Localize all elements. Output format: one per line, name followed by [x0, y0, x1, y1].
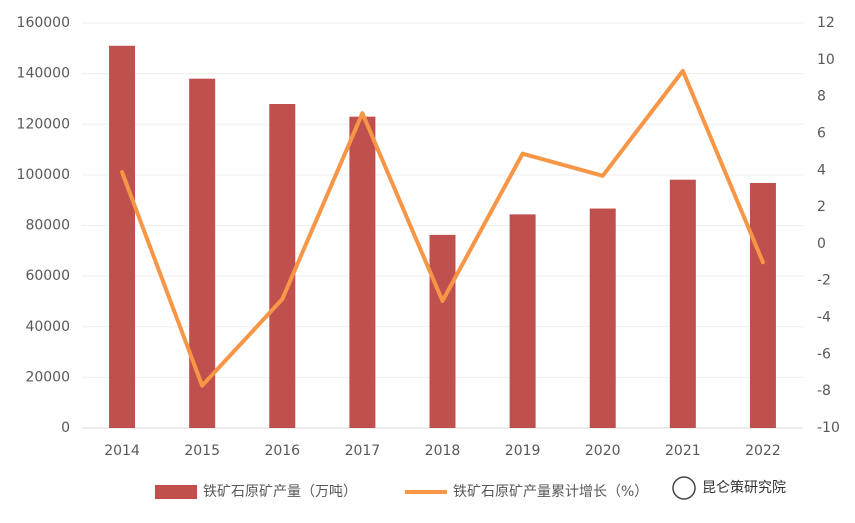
- bar: [509, 214, 536, 428]
- y2-tick-label: 2: [817, 199, 826, 215]
- bar: [109, 45, 136, 428]
- legend-label: 铁矿石原矿产量累计增长（%）: [453, 484, 648, 500]
- y-tick-label: 160000: [17, 15, 70, 31]
- x-tick-label: 2019: [505, 443, 541, 459]
- x-tick-label: 2015: [184, 443, 220, 459]
- line: [120, 68, 765, 388]
- watermark-icon: [672, 476, 696, 500]
- y2-tick-label: 6: [817, 125, 826, 141]
- y2-tick-label: -8: [817, 383, 831, 399]
- x-tick-label: 2022: [745, 443, 781, 459]
- watermark: 昆仑策研究院: [702, 479, 786, 496]
- y2-tick-label: -10: [817, 420, 840, 436]
- bar: [669, 179, 696, 428]
- bar: [269, 104, 296, 428]
- x-tick-label: 2020: [585, 443, 621, 459]
- y-tick-label: 60000: [25, 268, 70, 284]
- y2-tick-label: 0: [817, 236, 826, 252]
- bar: [189, 78, 216, 428]
- y-tick-label: 0: [61, 420, 70, 436]
- y2-tick-label: -6: [817, 346, 831, 362]
- y2-tick-label: 12: [817, 15, 835, 31]
- legend-label: 铁矿石原矿产量（万吨）: [203, 484, 357, 500]
- y-tick-label: 40000: [25, 319, 70, 335]
- y-tick-label: 120000: [17, 116, 70, 132]
- legend-swatch: [155, 485, 197, 499]
- bar: [589, 208, 616, 428]
- x-tick-label: 2016: [264, 443, 300, 459]
- x-tick-label: 2021: [665, 443, 701, 459]
- y-tick-label: 140000: [17, 66, 70, 82]
- y-tick-label: 20000: [25, 369, 70, 385]
- y2-tick-label: 10: [817, 52, 835, 68]
- x-tick-label: 2017: [345, 443, 381, 459]
- x-tick-label: 2014: [104, 443, 140, 459]
- y-tick-label: 80000: [25, 218, 70, 234]
- y2-tick-label: -2: [817, 273, 831, 289]
- bar: [749, 182, 776, 428]
- bar: [349, 116, 376, 428]
- y2-tick-label: 8: [817, 89, 826, 105]
- y2-tick-label: 4: [817, 162, 826, 178]
- y2-tick-label: -4: [817, 310, 831, 326]
- bar: [429, 234, 456, 428]
- y-tick-label: 100000: [17, 167, 70, 183]
- x-tick-label: 2018: [425, 443, 461, 459]
